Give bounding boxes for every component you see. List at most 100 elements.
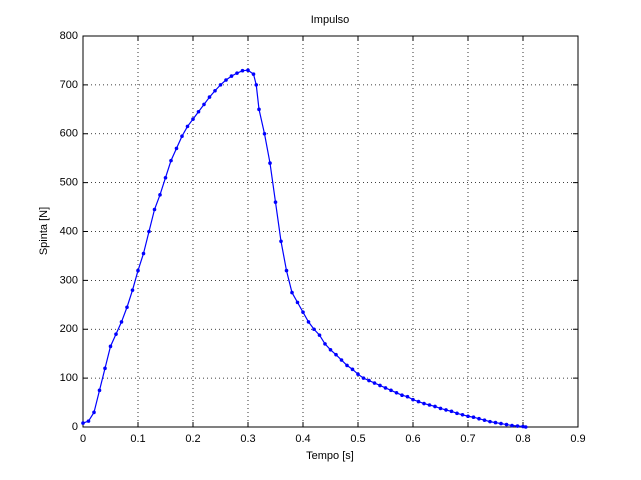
- y-tick-label: 800: [60, 30, 78, 42]
- data-point: [114, 332, 118, 336]
- x-tick-label: 0.7: [460, 433, 475, 445]
- data-point: [444, 408, 448, 412]
- data-point: [284, 268, 289, 273]
- y-tick-label: 100: [60, 372, 78, 384]
- data-point: [383, 386, 388, 390]
- chart-title: Impulso: [311, 14, 350, 26]
- data-point: [147, 229, 151, 234]
- y-tick-label: 200: [60, 323, 78, 335]
- data-point: [312, 327, 316, 332]
- data-point: [449, 409, 454, 414]
- data-point: [108, 344, 113, 349]
- data-point: [499, 421, 503, 426]
- data-point: [339, 358, 344, 362]
- data-point: [345, 363, 349, 368]
- data-point: [268, 161, 272, 165]
- data-point: [334, 352, 338, 357]
- data-point: [191, 117, 195, 121]
- data-point: [97, 388, 102, 393]
- data-point: [306, 320, 311, 324]
- data-point: [411, 397, 415, 402]
- data-point: [185, 124, 190, 129]
- data-point: [301, 310, 305, 314]
- data-point: [279, 239, 283, 244]
- x-tick-label: 0.8: [515, 433, 530, 445]
- data-point: [224, 78, 228, 82]
- data-point: [81, 421, 85, 425]
- data-point: [482, 418, 487, 422]
- data-point: [466, 414, 470, 419]
- data-point: [290, 290, 294, 295]
- data-point: [323, 342, 327, 346]
- data-point: [196, 109, 201, 114]
- data-point: [350, 367, 355, 372]
- data-point: [246, 68, 250, 73]
- data-point: [521, 424, 525, 429]
- data-point: [394, 390, 399, 395]
- y-tick-label: 300: [60, 274, 78, 286]
- data-point: [488, 419, 492, 424]
- data-point: [372, 381, 377, 385]
- data-point: [251, 72, 256, 76]
- data-point: [174, 146, 179, 151]
- data-point: [119, 320, 124, 324]
- data-point: [262, 131, 267, 136]
- x-tick-label: 0: [80, 433, 86, 445]
- data-point: [523, 425, 528, 429]
- data-point: [125, 305, 129, 310]
- data-point: [86, 419, 91, 423]
- data-point: [218, 83, 223, 87]
- data-point: [163, 175, 168, 180]
- y-tick-label: 0: [72, 421, 78, 433]
- data-point: [422, 401, 426, 406]
- data-point: [455, 411, 459, 416]
- data-point: [515, 424, 520, 428]
- data-point: [273, 200, 278, 204]
- x-tick-label: 0.1: [130, 433, 145, 445]
- data-point: [378, 383, 382, 388]
- data-point: [103, 366, 107, 371]
- data-point: [235, 71, 239, 75]
- x-tick-label: 0.5: [350, 433, 365, 445]
- data-point: [240, 68, 245, 73]
- data-point: [207, 95, 212, 99]
- x-tick-label: 0.9: [570, 433, 585, 445]
- data-point: [180, 134, 184, 138]
- y-tick-label: 600: [60, 128, 78, 140]
- data-point: [427, 403, 432, 407]
- data-point: [367, 378, 371, 383]
- x-tick-label: 0.4: [295, 433, 310, 445]
- data-point: [295, 300, 300, 305]
- data-point: [92, 410, 96, 415]
- data-point: [257, 107, 261, 112]
- data-point: [460, 412, 465, 417]
- y-axis-label: Spinta [N]: [38, 207, 50, 255]
- data-point: [356, 372, 360, 377]
- plot-frame: [82, 35, 579, 428]
- data-point: [416, 399, 421, 404]
- data-point: [202, 102, 206, 107]
- y-tick-label: 400: [60, 225, 78, 237]
- data-point: [400, 393, 404, 398]
- data-point: [141, 251, 146, 256]
- data-point: [433, 404, 437, 409]
- data-point: [213, 88, 217, 93]
- x-axis-label: Tempo [s]: [306, 450, 354, 462]
- data-point: [438, 406, 443, 411]
- data-point: [130, 288, 135, 292]
- data-point: [169, 158, 173, 163]
- y-tick-label: 500: [60, 177, 78, 189]
- data-point: [328, 347, 333, 352]
- data-point: [477, 416, 481, 421]
- data-point: [152, 207, 157, 212]
- data-point: [471, 415, 476, 420]
- data-point: [317, 333, 322, 337]
- data-point: [504, 422, 509, 427]
- data-point: [389, 388, 393, 393]
- data-point: [229, 74, 234, 78]
- x-tick-label: 0.3: [240, 433, 255, 445]
- data-point: [361, 376, 366, 380]
- x-tick-label: 0.2: [185, 433, 200, 445]
- data-point: [158, 193, 162, 197]
